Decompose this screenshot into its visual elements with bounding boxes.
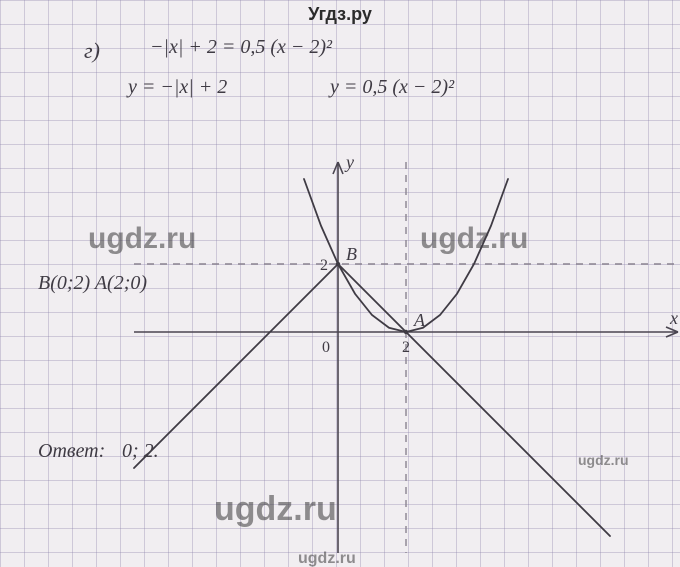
svg-text:y: y [344, 152, 354, 172]
svg-text:B: B [346, 244, 357, 264]
svg-text:2: 2 [402, 339, 410, 356]
svg-text:x: x [669, 308, 678, 328]
svg-text:A: A [413, 310, 426, 330]
graph: x y 0 2 2 B A [0, 0, 680, 567]
svg-text:0: 0 [322, 339, 330, 356]
paper-background: Угдз.ру г) −|x| + 2 = 0,5 (x − 2)² y = −… [0, 0, 680, 567]
svg-text:2: 2 [320, 257, 328, 274]
